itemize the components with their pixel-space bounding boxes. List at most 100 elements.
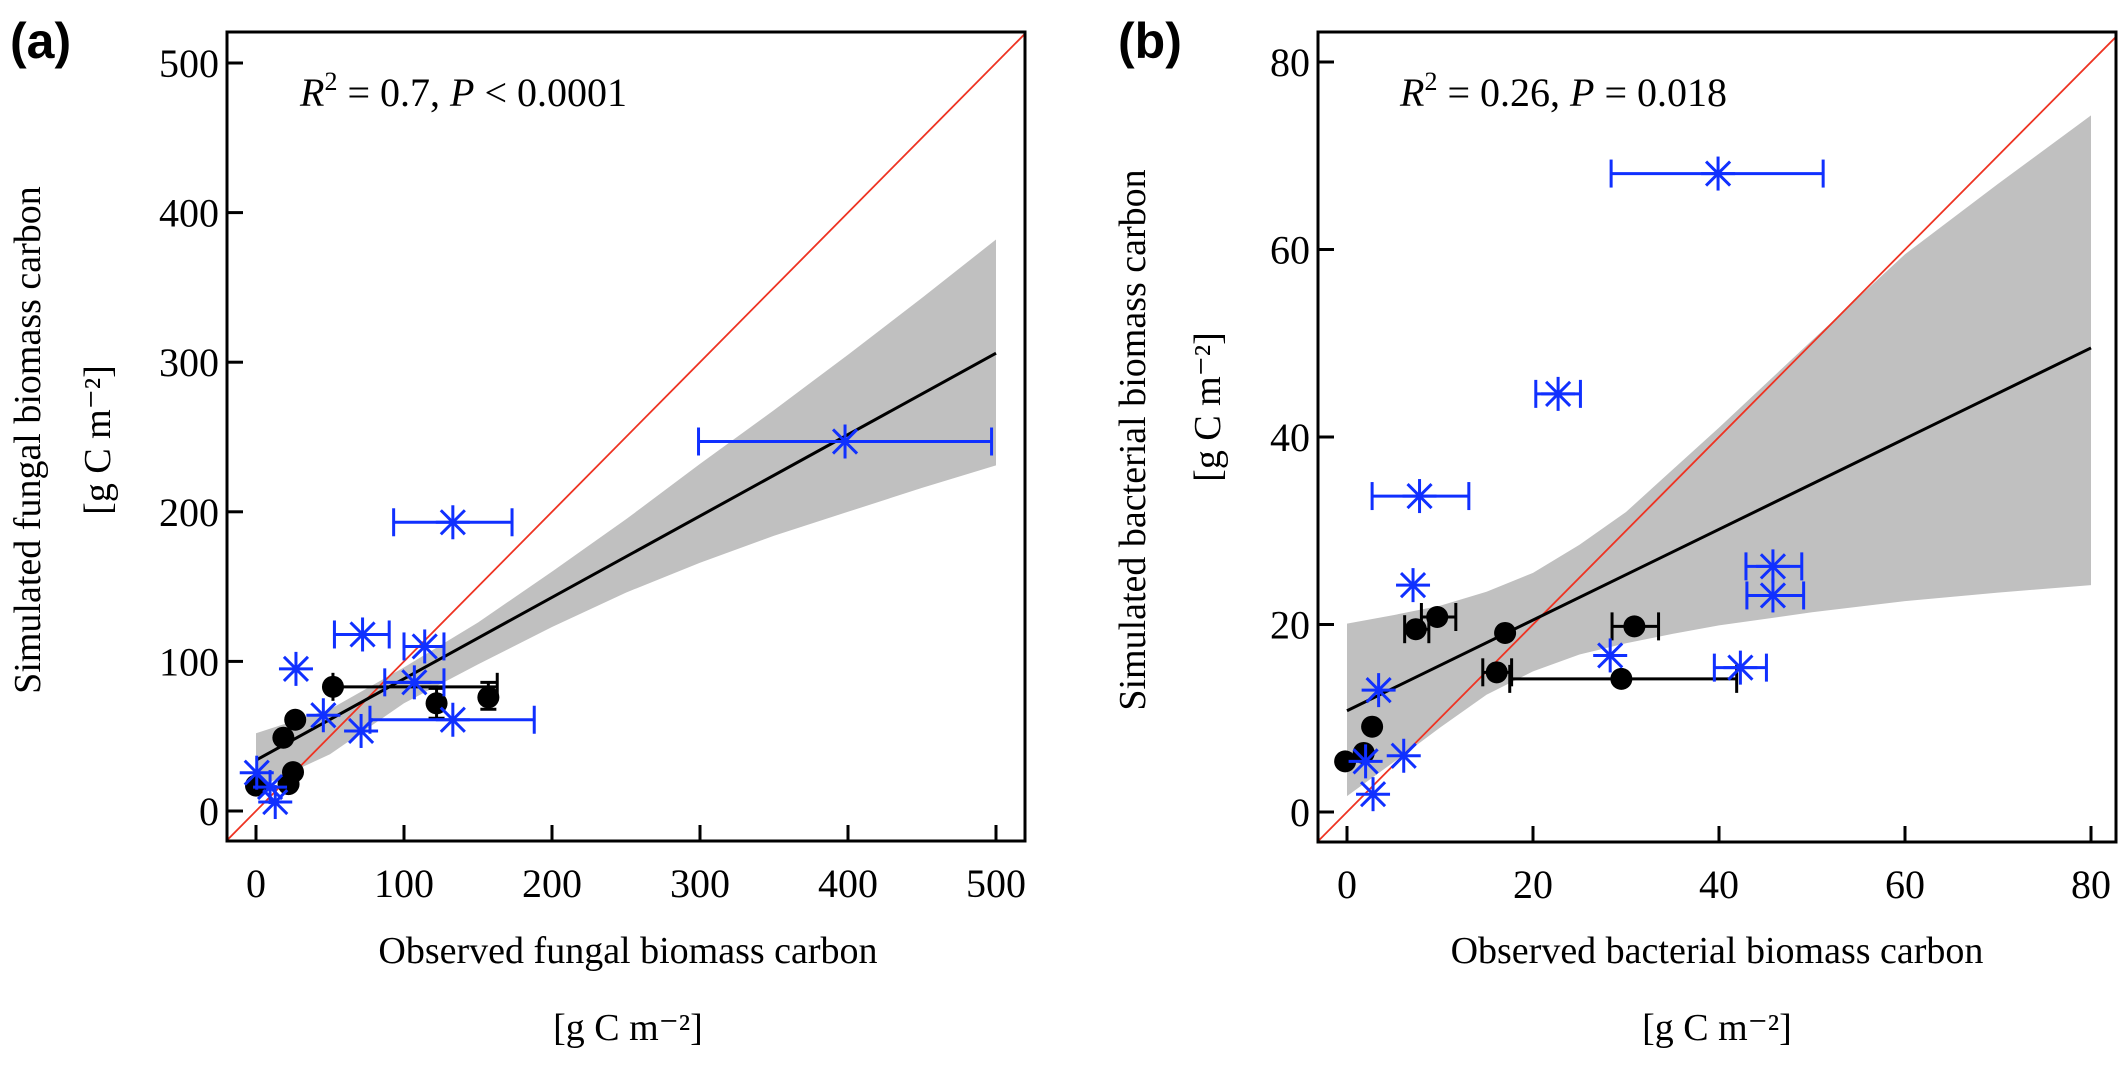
data-point-asterisk bbox=[407, 629, 442, 664]
asterisk-stroke bbox=[282, 655, 310, 682]
asterisk-stroke bbox=[262, 788, 289, 816]
data-point-asterisk bbox=[278, 651, 313, 686]
panel-a-stats-annotation: R2 = 0.7, P < 0.0001 bbox=[299, 67, 627, 115]
asterisk-stroke bbox=[1759, 582, 1787, 609]
p-value: < 0.0001 bbox=[474, 70, 627, 115]
data-point-asterisk bbox=[1356, 777, 1391, 812]
data-point-asterisk bbox=[828, 424, 863, 459]
data-point-circle bbox=[321, 675, 344, 698]
panel-a-y-axis-label: Simulated fungal biomass carbon bbox=[7, 186, 49, 694]
asterisk-stroke bbox=[349, 621, 376, 648]
panel-b-y-axis-label: Simulated bacterial biomass carbon bbox=[1112, 169, 1154, 710]
asterisk-stroke bbox=[243, 759, 270, 786]
panel-a: (a) 0 100 200 300 400 500 0 100 200 300 400 500 R2 … bbox=[7, 13, 1027, 1049]
x-tick-label: 200 bbox=[522, 861, 582, 906]
panel-a-axes: 0 100 200 300 400 500 0 100 200 300 400 500 bbox=[159, 30, 1027, 906]
y-tick-label: 500 bbox=[159, 41, 219, 86]
y-tick-label: 100 bbox=[159, 639, 219, 684]
data-point-circle bbox=[1494, 621, 1517, 644]
r2-value: = 0.26, bbox=[1437, 70, 1570, 115]
y-tick-label: 0 bbox=[199, 789, 219, 834]
series-blue-asterisks bbox=[239, 424, 994, 820]
panel-a-plot-area bbox=[227, 32, 1025, 841]
asterisk-stroke bbox=[1759, 553, 1787, 580]
axis-frame bbox=[225, 30, 1027, 843]
panel-b-y-axis-unit: [g C m⁻²] bbox=[1187, 332, 1229, 482]
x-tick-label: 0 bbox=[246, 861, 266, 906]
data-point-circle bbox=[284, 708, 307, 731]
asterisk-stroke bbox=[1359, 781, 1387, 808]
y-tick-label: 40 bbox=[1270, 415, 1310, 460]
panel-a-x-axis-label: Observed fungal biomass carbon bbox=[378, 930, 877, 972]
p-symbol: P bbox=[449, 70, 474, 115]
y-tick-label: 20 bbox=[1270, 603, 1310, 648]
panel-a-y-axis-unit: [g C m⁻²] bbox=[77, 365, 119, 515]
data-point-asterisk bbox=[306, 698, 341, 733]
confidence-band bbox=[1347, 115, 2091, 797]
plot-content bbox=[227, 32, 1025, 841]
panel-b-tag: (b) bbox=[1118, 13, 1182, 69]
asterisk-stroke bbox=[439, 706, 466, 733]
asterisk-stroke bbox=[1352, 748, 1379, 775]
asterisk-stroke bbox=[1399, 572, 1427, 599]
p-value: = 0.018 bbox=[1594, 70, 1727, 115]
panel-b-stats-annotation: R2 = 0.26, P = 0.018 bbox=[1399, 67, 1727, 115]
asterisk-stroke bbox=[1390, 742, 1417, 769]
data-point-circle bbox=[1404, 618, 1427, 641]
panel-a-tag: (a) bbox=[10, 13, 71, 69]
data-point-asterisk bbox=[397, 665, 432, 700]
y-tick-label: 300 bbox=[159, 340, 219, 385]
r2-symbol: R bbox=[299, 70, 324, 115]
data-point-asterisk bbox=[258, 785, 293, 820]
y-tick-label: 400 bbox=[159, 191, 219, 236]
data-point-circle bbox=[1485, 661, 1508, 684]
asterisk-stroke bbox=[256, 773, 284, 801]
asterisk-stroke bbox=[1704, 160, 1732, 187]
data-point-asterisk bbox=[1723, 650, 1758, 685]
series-black-circles bbox=[1334, 603, 1739, 773]
r2-value: = 0.7, bbox=[337, 70, 450, 115]
asterisk-stroke bbox=[310, 702, 337, 729]
y-tick-label: 60 bbox=[1270, 228, 1310, 273]
regression-line bbox=[255, 351, 997, 762]
data-point-circle bbox=[1426, 606, 1449, 628]
asterisk-stroke bbox=[401, 669, 428, 696]
data-point-asterisk bbox=[1755, 549, 1790, 584]
data-point-circle bbox=[1610, 667, 1633, 690]
y-tick-label: 200 bbox=[159, 490, 219, 535]
series-blue-asterisks bbox=[1348, 156, 1825, 812]
data-point-asterisk bbox=[1396, 568, 1431, 603]
r2-superscript: 2 bbox=[324, 67, 337, 96]
panel-b-x-axis-unit: [g C m⁻²] bbox=[1642, 1007, 1792, 1049]
data-point-circle bbox=[282, 761, 304, 784]
asterisk-stroke bbox=[1727, 654, 1754, 681]
data-point-circle bbox=[1361, 715, 1384, 738]
x-tick-label: 60 bbox=[1885, 862, 1925, 907]
x-tick-label: 100 bbox=[374, 861, 434, 906]
plot-content bbox=[1318, 35, 2116, 842]
panel-b-x-axis-label: Observed bacterial biomass carbon bbox=[1451, 930, 1984, 972]
x-tick-label: 80 bbox=[2071, 862, 2111, 907]
data-point-circle bbox=[1334, 750, 1357, 773]
one-to-one-line bbox=[227, 32, 1025, 841]
panel-b-axes: 0 20 40 60 80 0 20 40 60 80 bbox=[1270, 30, 2118, 907]
confidence-band bbox=[256, 239, 996, 789]
data-point-asterisk bbox=[435, 505, 470, 540]
data-point-asterisk bbox=[435, 702, 470, 737]
regression-line bbox=[1346, 346, 2092, 713]
y-tick-label: 80 bbox=[1270, 40, 1310, 85]
data-point-asterisk bbox=[1361, 673, 1396, 708]
data-point-asterisk bbox=[1755, 578, 1790, 613]
data-point-asterisk bbox=[1541, 376, 1576, 411]
data-point-asterisk bbox=[1402, 479, 1437, 514]
x-tick-label: 300 bbox=[670, 861, 730, 906]
asterisk-stroke bbox=[1545, 380, 1572, 407]
data-point-circle bbox=[1623, 615, 1646, 638]
x-tick-label: 20 bbox=[1513, 862, 1553, 907]
r2-symbol: R bbox=[1399, 70, 1424, 115]
panel-a-x-axis-unit: [g C m⁻²] bbox=[553, 1007, 703, 1049]
r2-superscript: 2 bbox=[1424, 67, 1437, 96]
data-point-asterisk bbox=[1593, 638, 1628, 673]
series-black-circles bbox=[245, 672, 500, 797]
data-point-asterisk bbox=[1701, 156, 1736, 191]
